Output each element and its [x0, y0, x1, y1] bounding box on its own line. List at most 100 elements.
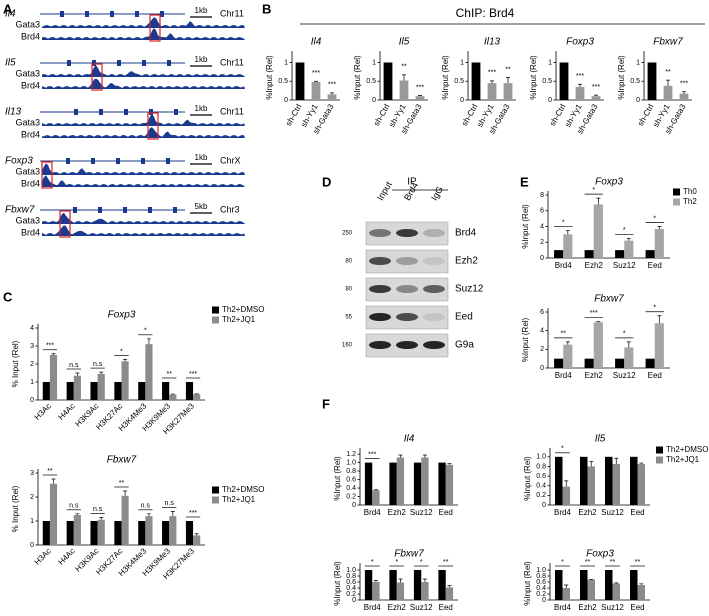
y-tick-label: 0.4 [346, 485, 356, 492]
exon [148, 207, 152, 213]
protein-label: Suz12 [455, 284, 484, 295]
y-axis-label: %Input (Rel) [523, 456, 532, 501]
bar [645, 358, 655, 368]
error-bar [626, 341, 631, 348]
bar [645, 250, 655, 258]
x-tick-label: Suz12 [613, 371, 636, 380]
y-tick-label: 0.6 [536, 579, 546, 586]
error-bar [422, 578, 427, 582]
panel-label: C [3, 289, 13, 304]
error-bar [565, 230, 570, 235]
chart-title: Il4 [311, 37, 322, 48]
error-bar [565, 341, 570, 345]
error-bar [614, 457, 619, 465]
bar [193, 535, 201, 545]
error-bar [682, 91, 686, 94]
exon [123, 207, 127, 213]
y-axis-label: %Input (Rel) [521, 204, 530, 249]
legend-swatch [656, 456, 663, 464]
y-tick-label: 0.5 [278, 78, 288, 85]
y-axis-label: %Input (Rel) [353, 55, 362, 100]
error-bar [589, 461, 594, 467]
legend-label: Th0 [683, 187, 697, 196]
x-tick-label: Eed [630, 603, 644, 612]
bar [624, 347, 634, 368]
chart-title: Fbxw7 [594, 294, 624, 305]
error-bar [447, 463, 452, 465]
error-bar [75, 372, 80, 376]
error-bar [314, 80, 318, 82]
blot-band [396, 257, 418, 265]
y-tick-label: 0 [352, 502, 356, 509]
error-bar [398, 454, 403, 458]
y-axis-label: %Input (Rel) [333, 561, 342, 606]
signal-track [42, 28, 245, 40]
y-tick-label: 1 [372, 59, 376, 66]
sig-label: *** [328, 82, 336, 89]
bar [97, 373, 105, 400]
sig-label: ** [505, 66, 511, 73]
gene-name: Foxp3 [5, 156, 33, 167]
bar [555, 570, 563, 600]
y-tick-label: 0.6 [346, 579, 356, 586]
y-tick-label: 1.0 [536, 567, 546, 574]
sig-label: n.s [93, 506, 103, 513]
legend-label: Th2+DMSO [222, 305, 264, 314]
sig-label: *** [592, 84, 600, 91]
bar [169, 394, 177, 400]
y-tick-label: 1 [548, 59, 552, 66]
chart-title: Il13 [484, 37, 501, 48]
bar [389, 462, 397, 505]
legend-swatch [656, 446, 663, 454]
blot-strip [365, 277, 449, 302]
bar [563, 344, 573, 368]
bar [295, 62, 305, 100]
scale-label: 1kb [195, 55, 208, 64]
exon [98, 207, 102, 213]
track-label: Brd4 [21, 178, 40, 188]
sig-label: *** [416, 84, 424, 91]
exon [66, 158, 70, 164]
bar [73, 515, 81, 545]
error-bar [447, 585, 452, 588]
chart-title: Fbxw7 [107, 455, 137, 466]
y-tick-label: 2 [30, 494, 34, 501]
bar [372, 490, 380, 505]
signal-track [42, 78, 245, 89]
error-bar [146, 513, 151, 517]
y-tick-label: 0 [542, 597, 546, 604]
exon [73, 207, 77, 213]
y-axis-label: %Input (Rel) [333, 456, 342, 501]
blot-strip [365, 249, 449, 274]
error-bar [564, 584, 569, 588]
y-tick-label: 0 [372, 97, 376, 104]
y-axis-label: %Input (Rel) [521, 317, 530, 362]
error-bar [51, 353, 56, 355]
y-axis-label: %Input (Rel) [617, 55, 626, 100]
blot-band [369, 229, 391, 237]
x-tick-label: Suz12 [601, 508, 624, 517]
legend-swatch [212, 316, 219, 324]
signal-track [42, 17, 245, 28]
sig-label: * [371, 559, 374, 566]
bar [145, 516, 153, 545]
y-tick-label: 0.5 [542, 78, 552, 85]
error-bar [422, 454, 427, 458]
bar [372, 582, 380, 600]
x-tick-label: H3Ac [33, 402, 53, 422]
error-bar [402, 74, 406, 81]
y-tick-label: 6 [540, 208, 544, 215]
x-tick-label: Eed [439, 603, 453, 612]
y-tick-label: 0 [636, 97, 640, 104]
y-tick-label: 8 [540, 192, 544, 199]
y-tick-label: 3 [30, 343, 34, 350]
error-bar [578, 83, 582, 87]
y-tick-label: 0.5 [630, 78, 640, 85]
y-tick-label: 0 [540, 365, 544, 372]
exon [160, 11, 164, 17]
mw-marker: 80 [345, 287, 352, 293]
bar [42, 521, 50, 545]
panel-label: B [262, 1, 271, 16]
bar [554, 250, 564, 258]
bar [413, 462, 422, 505]
